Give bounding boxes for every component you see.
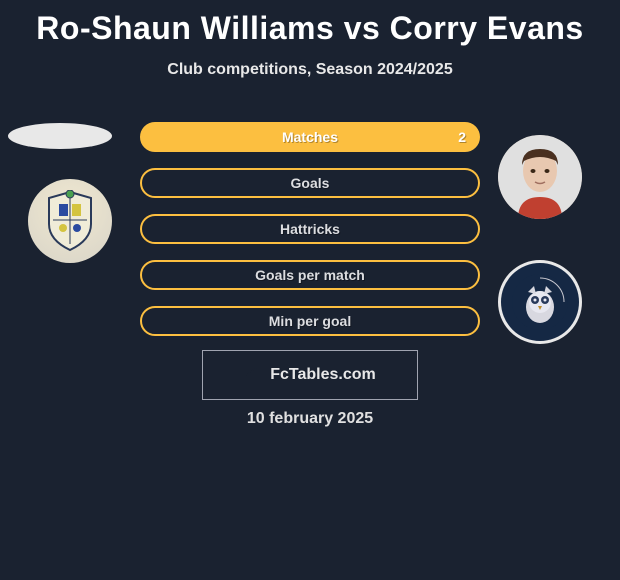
stat-label: Matches bbox=[282, 129, 338, 145]
stats-list: Matches 2 Goals Hattricks Goals per matc… bbox=[140, 122, 480, 352]
stat-value-right: 2 bbox=[458, 129, 466, 145]
player-left-avatar bbox=[8, 123, 112, 149]
bars-icon bbox=[244, 367, 264, 383]
stat-bar-matches: Matches 2 bbox=[140, 122, 480, 152]
stat-label: Goals per match bbox=[255, 267, 365, 283]
stat-bar-min-per-goal: Min per goal bbox=[140, 306, 480, 336]
club-left-crest bbox=[28, 179, 112, 263]
comparison-title: Ro-Shaun Williams vs Corry Evans bbox=[0, 0, 620, 47]
stat-bar-goals: Goals bbox=[140, 168, 480, 198]
comparison-subtitle: Club competitions, Season 2024/2025 bbox=[0, 61, 620, 79]
shield-icon bbox=[45, 190, 95, 252]
person-icon bbox=[498, 135, 582, 219]
player-right-avatar bbox=[498, 135, 582, 219]
stat-label: Hattricks bbox=[280, 221, 340, 237]
stat-label: Goals bbox=[291, 175, 330, 191]
stat-bar-goals-per-match: Goals per match bbox=[140, 260, 480, 290]
club-right-crest bbox=[498, 260, 582, 344]
date-text: 10 february 2025 bbox=[0, 410, 620, 428]
stat-label: Min per goal bbox=[269, 313, 351, 329]
watermark-text: FcTables.com bbox=[270, 366, 376, 384]
watermark-box: FcTables.com bbox=[202, 350, 418, 400]
owl-crest-icon bbox=[510, 272, 570, 332]
stat-bar-hattricks: Hattricks bbox=[140, 214, 480, 244]
